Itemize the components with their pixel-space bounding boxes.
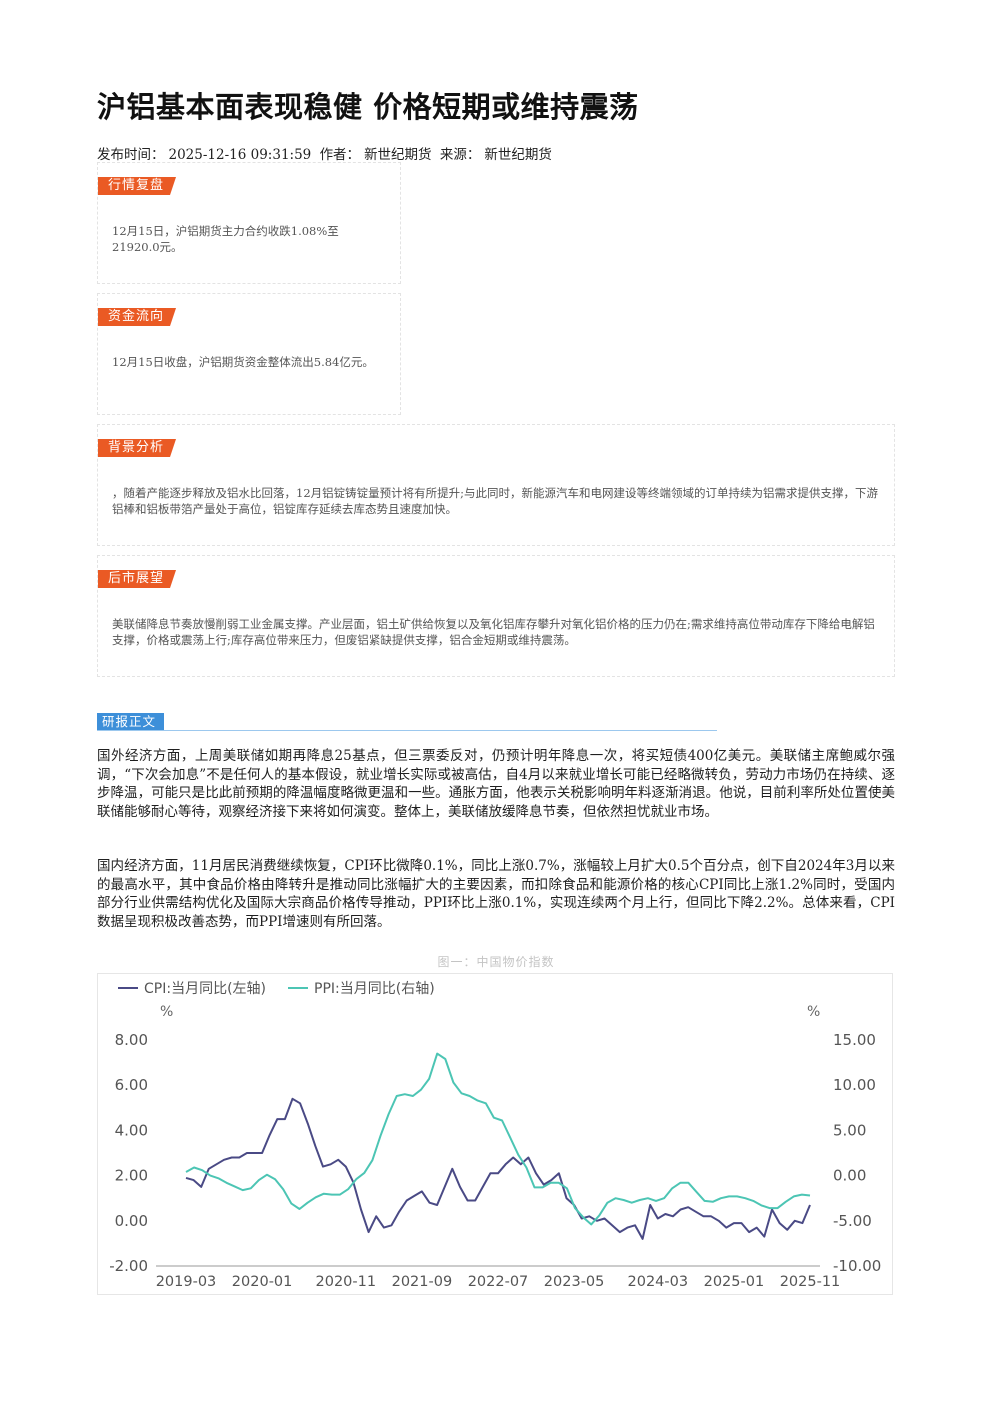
fund-flow-text: 12月15日收盘，沪铝期货资金整体流出5.84亿元。 <box>112 355 374 369</box>
left-tick-label: -2.00 <box>109 1257 148 1275</box>
cpi-series-line <box>185 1097 811 1240</box>
right-tick-label: -5.00 <box>833 1212 872 1230</box>
research-divider <box>97 730 717 731</box>
source: 新世纪期货 <box>484 147 552 163</box>
left-tick-label: 2.00 <box>115 1167 148 1185</box>
fund-flow-tag: 资金流向 <box>98 308 176 326</box>
right-axis-unit: % <box>807 1004 820 1020</box>
author-label: 作者： <box>319 147 361 163</box>
chart-legend: CPI:当月同比(左轴) PPI:当月同比(右轴) <box>118 981 435 997</box>
research-paragraph-2: 国内经济方面，11月居民消费继续恢复，CPI环比微降0.1%，同比上涨0.7%，… <box>97 858 895 930</box>
right-tick-label: 0.00 <box>833 1167 866 1185</box>
x-tick-label: 2024-03 <box>628 1274 689 1290</box>
source-label: 来源： <box>439 147 481 163</box>
right-tick-label: 15.00 <box>833 1031 876 1049</box>
figure-caption: 图一：中国物价指数 <box>437 955 555 969</box>
right-axis-ticks: 15.00 10.00 5.00 0.00 -5.00 -10.00 <box>833 1031 881 1275</box>
x-axis-ticks: 2019-03 2020-01 2020-11 2021-09 2022-07 2023-… <box>156 1274 841 1290</box>
series-lines <box>185 1052 811 1240</box>
x-tick-label: 2025-11 <box>780 1274 841 1290</box>
x-tick-label: 2023-05 <box>544 1274 605 1290</box>
ppi-series-line <box>185 1052 811 1226</box>
left-tick-label: 4.00 <box>115 1121 148 1139</box>
research-tag: 研报正文 <box>97 713 165 731</box>
right-tick-label: 10.00 <box>833 1076 876 1094</box>
fund-flow-card: 资金流向 12月15日收盘，沪铝期货资金整体流出5.84亿元。 <box>97 293 401 415</box>
legend-ppi-label: PPI:当月同比(右轴) <box>314 981 435 997</box>
author: 新世纪期货 <box>364 147 432 163</box>
article-meta: 发布时间： 2025-12-16 09:31:59 作者： 新世纪期货 来源： 新世纪… <box>97 143 556 163</box>
outlook-card: 后市展望 美联储降息节奏放慢削弱工业金属支撑。产业层面，铝土矿供给恢复以及氧化铝… <box>97 555 895 677</box>
x-tick-label: 2020-01 <box>232 1274 293 1290</box>
market-review-text: 12月15日，沪铝期货主力合约收跌1.08%至21920.0元。 <box>112 224 339 254</box>
legend-cpi-label: CPI:当月同比(左轴) <box>144 981 266 997</box>
x-tick-label: 2021-09 <box>392 1274 453 1290</box>
background-tag: 背景分析 <box>98 439 176 457</box>
right-tick-label: 5.00 <box>833 1121 866 1139</box>
market-review-tag: 行情复盘 <box>98 177 176 195</box>
left-tick-label: 6.00 <box>115 1076 148 1094</box>
left-tick-label: 0.00 <box>115 1212 148 1230</box>
publish-time-label: 发布时间： <box>97 147 165 163</box>
left-tick-label: 8.00 <box>115 1031 148 1049</box>
left-axis-ticks: 8.00 6.00 4.00 2.00 0.00 -2.00 <box>109 1031 148 1275</box>
right-tick-label: -10.00 <box>833 1257 881 1275</box>
left-axis-unit: % <box>160 1004 173 1020</box>
background-text: ，随着产能逐步释放及铝水比回落，12月铝锭铸锭量预计将有所提升;与此同时，新能源… <box>112 486 878 516</box>
x-tick-label: 2019-03 <box>156 1274 217 1290</box>
outlook-tag: 后市展望 <box>98 570 176 588</box>
x-tick-label: 2020-11 <box>316 1274 377 1290</box>
market-review-card: 行情复盘 12月15日，沪铝期货主力合约收跌1.08%至21920.0元。 <box>97 162 401 284</box>
x-tick-label: 2025-01 <box>704 1274 765 1290</box>
outlook-text: 美联储降息节奏放慢削弱工业金属支撑。产业层面，铝土矿供给恢复以及氧化铝库存攀升对… <box>112 617 875 647</box>
x-tick-label: 2022-07 <box>468 1274 529 1290</box>
research-paragraph-1: 国外经济方面，上周美联储如期再降息25基点，但三票委反对，仍预计明年降息一次，将… <box>97 748 895 820</box>
price-index-chart: CPI:当月同比(左轴) PPI:当月同比(右轴) % % 8.00 6.00 4.… <box>97 973 893 1295</box>
background-card: 背景分析 ，随着产能逐步释放及铝水比回落，12月铝锭铸锭量预计将有所提升;与此同… <box>97 424 895 546</box>
price-index-chart-svg: CPI:当月同比(左轴) PPI:当月同比(右轴) % % 8.00 6.00 4.… <box>109 981 881 1290</box>
page-title: 沪铝基本面表现稳健 价格短期或维持震荡 <box>97 90 639 124</box>
publish-time: 2025-12-16 09:31:59 <box>168 147 312 163</box>
